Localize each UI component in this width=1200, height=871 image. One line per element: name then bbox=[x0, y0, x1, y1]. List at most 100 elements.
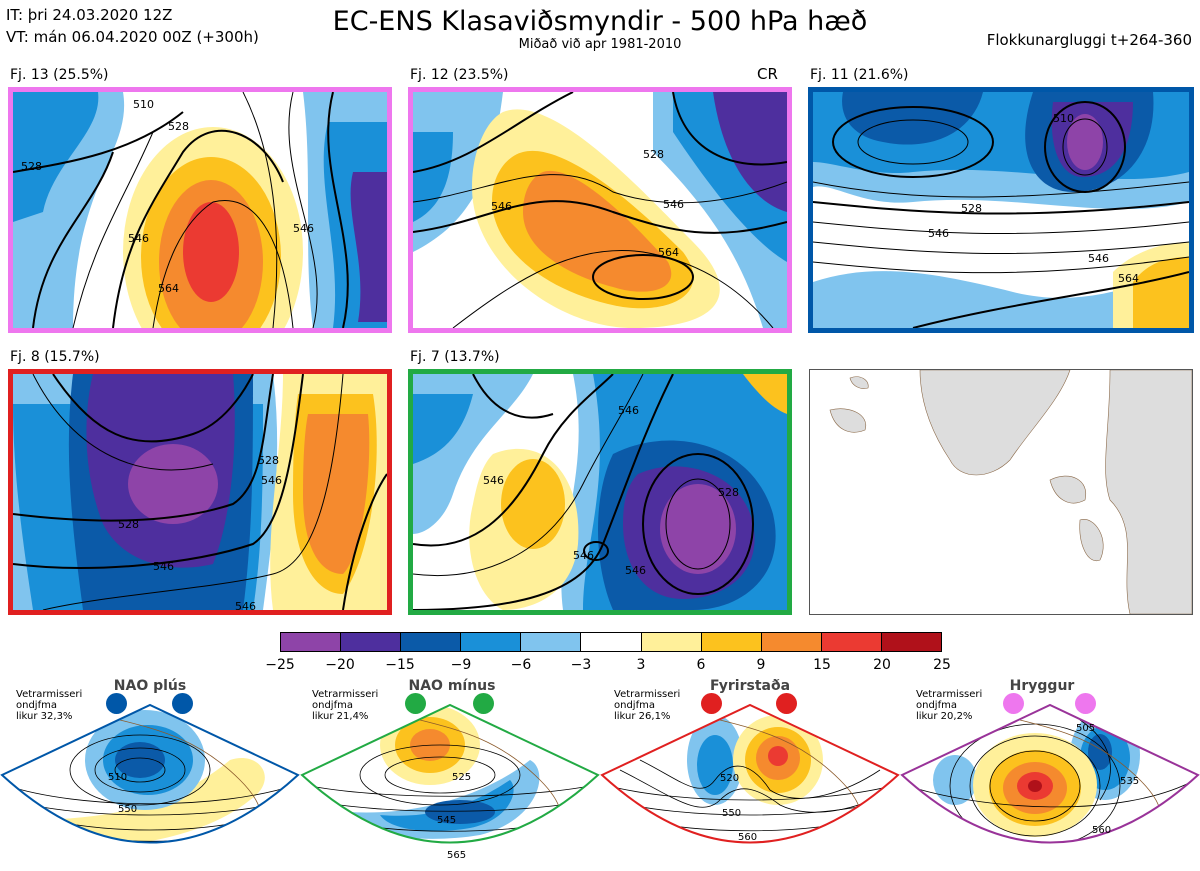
colorbar-tick: 15 bbox=[813, 657, 831, 673]
cluster-8-contour-546b: 546 bbox=[261, 474, 282, 487]
regime-ridge-contour: 535 bbox=[1120, 776, 1139, 787]
cluster-13-contour-546b: 546 bbox=[293, 222, 314, 235]
colorbar-tick: −25 bbox=[265, 657, 295, 673]
regime-nao-plus-map: 510 550 bbox=[0, 703, 300, 844]
initial-time: IT: þri 24.03.2020 12Z bbox=[6, 6, 173, 24]
colorbar-tick: −9 bbox=[450, 657, 472, 673]
cluster-12-label: Fj. 12 (23.5%) bbox=[410, 67, 509, 83]
regime-nao-plus-marker bbox=[172, 693, 193, 714]
page-subtitle: Miðað við apr 1981-2010 bbox=[518, 37, 682, 52]
cluster-11-contour-528: 528 bbox=[961, 202, 982, 215]
anomaly-colorbar bbox=[280, 632, 942, 652]
regime-nao-minus-marker bbox=[405, 693, 426, 714]
cluster-7-map-graphic: 546 528 546 546 546 bbox=[413, 374, 787, 610]
cluster-7-contour-528: 528 bbox=[718, 486, 739, 499]
cluster-13-contour-564: 564 bbox=[158, 282, 179, 295]
colorbar-tick: 9 bbox=[756, 657, 766, 673]
regime-nao-plus-info: Vetrarmisseri ondjfma likur 32,3% bbox=[16, 689, 83, 722]
cluster-13-map-graphic: 510 528 546 564 546 528 bbox=[13, 92, 387, 328]
cluster-11-map: 510 528 546 546 564 bbox=[808, 87, 1194, 333]
empty-base-map bbox=[809, 369, 1193, 615]
colorbar-tick: 3 bbox=[636, 657, 646, 673]
base-map-graphic bbox=[810, 370, 1192, 614]
colorbar-bin bbox=[401, 633, 462, 651]
colorbar-bin bbox=[581, 633, 642, 651]
regime-nao-plus-marker bbox=[106, 693, 127, 714]
cluster-13-map: 510 528 546 564 546 528 bbox=[8, 87, 392, 333]
regime-nao-minus-contour: 545 bbox=[437, 815, 456, 826]
regime-blocking-map: 520 550 560 bbox=[600, 703, 900, 844]
regime-nao-minus-map: 525 545 565 bbox=[300, 703, 600, 861]
colorbar-bin bbox=[281, 633, 342, 651]
cluster-12-map-graphic: 528 546 564 546 bbox=[413, 92, 787, 328]
cluster-8-contour-546: 546 bbox=[153, 560, 174, 573]
cluster-12-contour-546: 546 bbox=[491, 200, 512, 213]
cluster-8-map-graphic: 528 546 528 546 546 bbox=[13, 374, 387, 610]
regime-nao-minus-marker bbox=[473, 693, 494, 714]
regime-nao-minus-title: NAO mínus bbox=[408, 678, 496, 694]
cluster-7-label: Fj. 7 (13.7%) bbox=[410, 349, 500, 365]
cluster-11-contour-546b: 546 bbox=[1088, 252, 1109, 265]
colorbar-bin bbox=[461, 633, 522, 651]
regime-blocking-info: Vetrarmisseri ondjfma likur 26,1% bbox=[614, 689, 681, 722]
cluster-13-label: Fj. 13 (25.5%) bbox=[10, 67, 109, 83]
regime-blocking-contour: 520 bbox=[720, 773, 739, 784]
colorbar-tick: 6 bbox=[696, 657, 706, 673]
cluster-12-map: 528 546 564 546 bbox=[408, 87, 792, 333]
cluster-7-contour-546b: 546 bbox=[483, 474, 504, 487]
regime-ridge-contour: 560 bbox=[1092, 825, 1111, 836]
cluster-11-contour-510: 510 bbox=[1053, 112, 1074, 125]
classification-window: Flokkunargluggi t+264-360 bbox=[986, 31, 1192, 49]
cluster-8-contour-528b: 528 bbox=[258, 454, 279, 467]
cluster-8-label: Fj. 8 (15.7%) bbox=[10, 349, 100, 365]
colorbar-bin bbox=[341, 633, 402, 651]
cluster-13-cr-marker: CR bbox=[757, 65, 778, 83]
cluster-12-contour-564: 564 bbox=[658, 246, 679, 259]
header-times: IT: þri 24.03.2020 12Z VT: mán 06.04.202… bbox=[6, 4, 259, 48]
cluster-8-contour-528: 528 bbox=[118, 518, 139, 531]
cluster-7-map: 546 528 546 546 546 bbox=[408, 369, 792, 615]
regime-ridge-contour: 505 bbox=[1076, 723, 1095, 734]
valid-time: VT: mán 06.04.2020 00Z (+300h) bbox=[6, 28, 259, 46]
regime-ridge-info: Vetrarmisseri ondjfma likur 20,2% bbox=[916, 689, 983, 722]
colorbar-bin bbox=[821, 633, 882, 651]
regime-nao-plus-title: NAO plús bbox=[113, 678, 187, 694]
cluster-7-contour-546c: 546 bbox=[573, 549, 594, 562]
cluster-7-contour-546: 546 bbox=[618, 404, 639, 417]
colorbar-tick: −20 bbox=[325, 657, 355, 673]
cluster-13-contour-528a: 528 bbox=[168, 120, 189, 133]
colorbar-bin bbox=[761, 633, 822, 651]
regime-ridge-marker bbox=[1003, 693, 1024, 714]
cluster-8-map: 528 546 528 546 546 bbox=[8, 369, 392, 615]
cluster-11-label: Fj. 11 (21.6%) bbox=[810, 67, 909, 83]
regime-blocking-title: Fyrirstaða bbox=[709, 678, 791, 694]
colorbar-bin bbox=[641, 633, 702, 651]
regime-blocking-marker bbox=[776, 693, 797, 714]
cluster-11-contour-546: 546 bbox=[928, 227, 949, 240]
regime-nao-minus-contour: 565 bbox=[447, 850, 466, 861]
colorbar-tick: −15 bbox=[385, 657, 415, 673]
cluster-13-contour-528b: 528 bbox=[21, 160, 42, 173]
regime-blocking-contour: 550 bbox=[722, 808, 741, 819]
colorbar-tick: −3 bbox=[570, 657, 592, 673]
cluster-12-contour-546b: 546 bbox=[663, 198, 684, 211]
cluster-12-contour-528: 528 bbox=[643, 148, 664, 161]
colorbar-bin bbox=[881, 633, 942, 651]
regime-ridge-marker bbox=[1075, 693, 1096, 714]
regime-nao-minus-info: Vetrarmisseri ondjfma likur 21,4% bbox=[312, 689, 379, 722]
colorbar-tick: 25 bbox=[933, 657, 951, 673]
page-title: EC-ENS Klasaviðsmyndir - 500 hPa hæð bbox=[332, 6, 868, 37]
cluster-11-map-graphic: 510 528 546 546 564 bbox=[813, 92, 1189, 328]
cluster-13-contour-510: 510 bbox=[133, 98, 154, 111]
regime-ridge-map: 505 535 560 bbox=[900, 703, 1200, 844]
cluster-8-contour-546c: 546 bbox=[235, 600, 256, 610]
colorbar-tick: 20 bbox=[873, 657, 891, 673]
cluster-7-contour-546d: 546 bbox=[625, 564, 646, 577]
regime-nao-plus-contour: 510 bbox=[108, 772, 127, 783]
colorbar-bin bbox=[701, 633, 762, 651]
colorbar-tick: −6 bbox=[510, 657, 532, 673]
regime-ridge-title: Hryggur bbox=[1009, 678, 1075, 694]
regime-nao-minus-contour: 525 bbox=[452, 772, 471, 783]
regime-nao-plus-contour: 550 bbox=[118, 804, 137, 815]
cluster-13-contour-546: 546 bbox=[128, 232, 149, 245]
